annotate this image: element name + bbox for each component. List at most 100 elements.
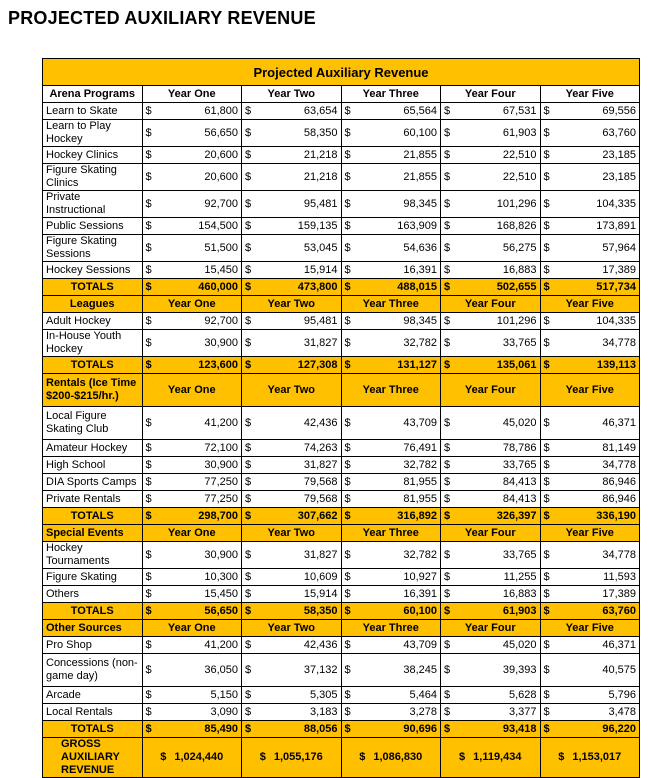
- value-cell: $30,900: [141, 329, 242, 357]
- value-cell: $10,927: [340, 568, 441, 586]
- amount: 30,900: [204, 336, 238, 349]
- value-cell: $92,700: [141, 312, 242, 330]
- column-header: Year Four: [440, 85, 541, 103]
- value-wrap: $95,481: [245, 198, 338, 211]
- value-wrap: $92,700: [146, 198, 239, 211]
- value-wrap: $33,765: [444, 549, 537, 562]
- value-wrap: $1,055,176: [245, 751, 338, 764]
- amount: 92,700: [204, 197, 238, 210]
- value-cell: $43,709: [340, 406, 441, 440]
- column-header: Year Five: [539, 619, 640, 637]
- currency-symbol: $: [145, 587, 152, 600]
- table-row: Pro Shop $41,200 $42,436 $43,709 $45,020 $46,…: [42, 636, 640, 654]
- value-wrap: $22,510: [444, 149, 537, 162]
- table-row: TOTALS $298,700 $307,662 $316,892 $326,397 $3…: [42, 507, 640, 525]
- amount: 41,200: [204, 638, 238, 651]
- currency-symbol: $: [444, 280, 451, 293]
- value-wrap: $336,190: [544, 510, 637, 523]
- value-cell: $32,782: [340, 329, 441, 357]
- value-cell: $37,132: [241, 653, 342, 687]
- currency-symbol: $: [543, 219, 550, 232]
- amount: 307,662: [297, 509, 338, 522]
- currency-symbol: $: [543, 336, 550, 349]
- page: PROJECTED AUXILIARY REVENUE Projected Au…: [8, 8, 640, 778]
- value-wrap: $104,335: [544, 315, 637, 328]
- amount: 86,946: [602, 492, 636, 505]
- amount: 65,564: [403, 104, 437, 117]
- amount: 93,418: [502, 722, 537, 735]
- value-cell: $67,531: [440, 102, 541, 120]
- table-title: Projected Auxiliary Revenue: [42, 58, 640, 86]
- table-row: Local Figure Skating Club $41,200 $42,436 $…: [42, 406, 640, 440]
- column-header: Year Two: [241, 295, 342, 313]
- value-wrap: $154,500: [146, 220, 239, 233]
- value-wrap: $77,250: [146, 493, 239, 506]
- currency-symbol: $: [344, 458, 351, 471]
- row-label: Arcade: [42, 686, 143, 704]
- currency-symbol: $: [344, 638, 351, 651]
- value-wrap: $15,450: [146, 588, 239, 601]
- currency-symbol: $: [245, 358, 252, 371]
- row-label: Learn to Play Hockey: [42, 119, 143, 147]
- table-row: Hockey Tournaments $30,900 $31,827 $32,782 $…: [42, 541, 640, 569]
- value-wrap: $15,914: [245, 264, 338, 277]
- amount: 45,020: [502, 638, 537, 651]
- value-wrap: $86,946: [544, 476, 637, 489]
- value-wrap: $502,655: [444, 281, 537, 294]
- amount: 32,782: [403, 458, 437, 471]
- value-cell: $21,218: [241, 146, 342, 164]
- table-row: Local Rentals $3,090 $3,183 $3,278 $3,377 $3,…: [42, 703, 640, 721]
- amount: 34,778: [602, 548, 636, 561]
- value-cell: $1,086,830: [340, 737, 441, 778]
- value-cell: $33,765: [440, 541, 541, 569]
- value-cell: $45,020: [440, 406, 541, 440]
- value-wrap: $5,305: [245, 689, 338, 702]
- value-wrap: $81,955: [345, 476, 438, 489]
- table-row: Figure Skating Clinics $20,600 $21,218 $21,…: [42, 163, 640, 191]
- column-header: Year Four: [440, 619, 541, 637]
- value-cell: $31,827: [241, 541, 342, 569]
- value-wrap: $307,662: [245, 510, 338, 523]
- currency-symbol: $: [245, 263, 252, 276]
- value-cell: $15,914: [241, 585, 342, 603]
- value-cell: $298,700: [141, 507, 242, 525]
- currency-symbol: $: [245, 604, 252, 617]
- currency-symbol: $: [543, 104, 550, 117]
- value-wrap: $46,371: [544, 417, 637, 430]
- currency-symbol: $: [245, 241, 252, 254]
- value-cell: $1,055,176: [241, 737, 342, 778]
- amount: 104,335: [596, 314, 636, 327]
- value-cell: $58,350: [241, 119, 342, 147]
- amount: 36,050: [204, 663, 238, 676]
- value-cell: $40,575: [539, 653, 640, 687]
- table-row: Private Instructional $92,700 $95,481 $98,3…: [42, 190, 640, 218]
- value-wrap: $21,218: [245, 149, 338, 162]
- value-cell: $90,696: [340, 720, 441, 738]
- value-cell: $473,800: [241, 278, 342, 296]
- value-cell: $30,900: [141, 456, 242, 474]
- amount: 22,510: [502, 148, 537, 161]
- amount: 30,900: [204, 458, 238, 471]
- value-wrap: $98,345: [345, 315, 438, 328]
- currency-symbol: $: [145, 197, 152, 210]
- value-cell: $21,855: [340, 163, 441, 191]
- value-cell: $95,481: [241, 312, 342, 330]
- currency-symbol: $: [444, 492, 451, 505]
- value-cell: $43,709: [340, 636, 441, 654]
- value-wrap: $38,245: [345, 664, 438, 677]
- value-cell: $63,760: [539, 119, 640, 147]
- amount: 37,132: [303, 663, 338, 676]
- currency-symbol: $: [145, 126, 152, 139]
- currency-symbol: $: [344, 705, 351, 718]
- value-wrap: $45,020: [444, 639, 537, 652]
- amount: 10,609: [303, 570, 338, 583]
- section-header: Other Sources: [42, 619, 143, 637]
- value-cell: $33,765: [440, 456, 541, 474]
- currency-symbol: $: [444, 148, 451, 161]
- currency-symbol: $: [543, 722, 550, 735]
- currency-symbol: $: [543, 663, 550, 676]
- row-label: Concessions (non-game day): [42, 653, 143, 687]
- currency-symbol: $: [344, 722, 351, 735]
- value-cell: $63,760: [539, 602, 640, 620]
- row-label: Hockey Clinics: [42, 146, 143, 164]
